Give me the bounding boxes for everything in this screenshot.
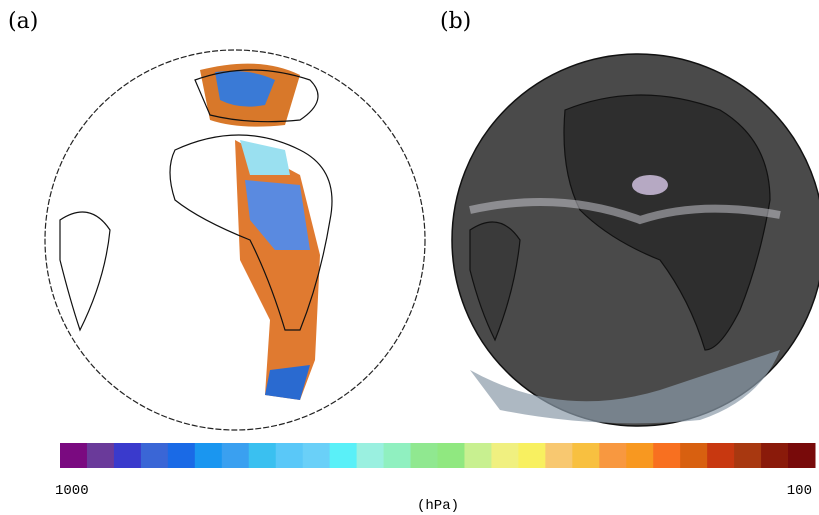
colorbar-cell [518, 443, 546, 468]
colorbar-cell [221, 443, 250, 468]
colorbar-unit: (hPa) [417, 498, 459, 514]
colorbar-cell [194, 443, 223, 468]
colorbar-cell [383, 443, 412, 468]
colorbar-cell [167, 443, 196, 468]
colorbar-cell [356, 443, 385, 468]
colorbar-cell [491, 443, 519, 468]
colorbar-cell [86, 443, 115, 468]
colorbar-cell [140, 443, 169, 468]
colorbar-cell [410, 443, 438, 468]
colorbar-cell [626, 443, 654, 468]
colorbar-cell [302, 443, 331, 468]
globe-b [451, 53, 819, 427]
colorbar-cell [248, 443, 277, 468]
colorbar-cell [545, 443, 573, 468]
colorbar-right-label: 100 [787, 483, 812, 499]
colorbar-cell [437, 443, 465, 468]
colorbar-cell [572, 443, 600, 468]
colorbar-cell [329, 443, 358, 468]
colorbar-cell [734, 443, 762, 468]
colorbar-cell [680, 443, 708, 468]
colorbar-cell [653, 443, 681, 468]
colorbar-cell [707, 443, 735, 468]
colorbar-cell [788, 443, 816, 468]
colorbar-cell [761, 443, 789, 468]
panel-label: (b) [440, 9, 471, 34]
globe-a [44, 49, 426, 431]
panel-label: (a) [8, 9, 38, 34]
colorbar-cell [464, 443, 492, 468]
colorbar-left-label: 1000 [55, 483, 89, 499]
colorbar-cell [60, 443, 88, 468]
colorbar-cell [599, 443, 627, 468]
colorbar-cell [113, 443, 142, 468]
colorbar-cell [275, 443, 304, 468]
